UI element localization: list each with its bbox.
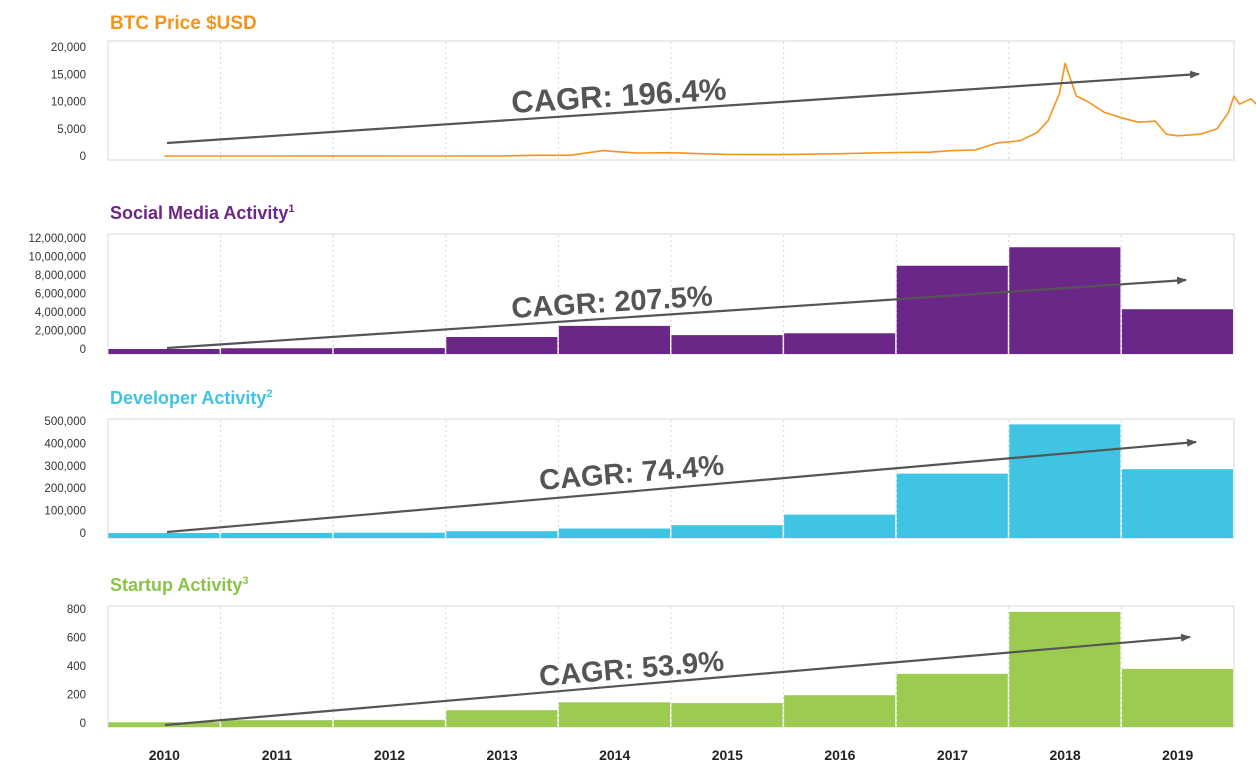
bar	[671, 703, 783, 727]
bar	[333, 348, 445, 354]
y-tick-label: 800	[67, 604, 86, 616]
y-tick-label: 10,000	[51, 97, 86, 109]
y-tick-label: 20,000	[51, 42, 86, 54]
y-tick-label: 400,000	[44, 438, 86, 450]
bar	[1009, 424, 1121, 538]
bar	[1009, 247, 1121, 354]
y-tick-label: 10,000,000	[28, 252, 86, 264]
y-tick-label: 200	[67, 690, 86, 702]
y-tick-label: 0	[80, 151, 86, 163]
bar	[558, 528, 670, 538]
x-tick-label: 2019	[1162, 747, 1193, 763]
bar	[221, 532, 333, 538]
y-tick-label: 500,000	[44, 416, 86, 428]
panel-frame	[107, 40, 1235, 161]
startup-title: Startup Activity3	[110, 575, 248, 595]
btc-price-title: BTC Price $USD	[110, 13, 257, 34]
bar	[784, 333, 896, 354]
x-tick-label: 2017	[937, 747, 968, 763]
bar	[1009, 611, 1121, 727]
trend-arrow	[164, 633, 1191, 727]
x-tick-label: 2014	[599, 747, 630, 763]
y-tick-label: 100,000	[44, 506, 86, 518]
y-tick-label: 0	[80, 344, 86, 356]
x-tick-label: 2016	[824, 747, 855, 763]
y-tick-label: 0	[80, 528, 86, 540]
y-tick-label: 5,000	[57, 124, 86, 136]
x-tick-label: 2010	[149, 747, 180, 763]
trend-arrow	[166, 70, 1200, 145]
bar	[108, 722, 220, 727]
bar	[1121, 668, 1233, 727]
bar	[108, 349, 220, 354]
bar	[1121, 309, 1233, 354]
bar	[221, 720, 333, 727]
y-tick-label: 4,000,000	[35, 307, 86, 319]
y-tick-label: 300,000	[44, 461, 86, 473]
developer-footnote: 2	[266, 388, 272, 400]
y-tick-label: 12,000,000	[28, 233, 86, 245]
bar	[108, 533, 220, 538]
x-tick-label: 2018	[1050, 747, 1081, 763]
bar	[896, 265, 1008, 354]
bar	[558, 702, 670, 727]
social-media-title-text: Social Media Activity	[110, 203, 288, 223]
y-tick-label: 2,000,000	[35, 326, 86, 338]
startup-footnote: 3	[242, 575, 248, 587]
x-tick-label: 2012	[374, 747, 405, 763]
bar	[446, 531, 558, 538]
bar	[896, 473, 1008, 538]
bar	[221, 348, 333, 354]
y-tick-label: 400	[67, 661, 86, 673]
developer-title-text: Developer Activity	[110, 388, 266, 408]
developer-title: Developer Activity2	[110, 388, 273, 408]
bar	[1121, 469, 1233, 538]
bar	[896, 673, 1008, 727]
social-media-title: Social Media Activity1	[110, 203, 295, 223]
btc-price-line	[164, 62, 1256, 157]
y-tick-label: 200,000	[44, 483, 86, 495]
startup-title-text: Startup Activity	[110, 575, 242, 595]
y-tick-label: 600	[67, 633, 86, 645]
y-tick-label: 6,000,000	[35, 289, 86, 301]
x-tick-label: 2015	[712, 747, 743, 763]
y-tick-label: 0	[80, 718, 86, 730]
x-tick-label: 2013	[487, 747, 518, 763]
y-tick-label: 15,000	[51, 69, 86, 81]
x-tick-label: 2011	[262, 747, 293, 763]
social-media-footnote: 1	[288, 203, 294, 215]
bar	[333, 532, 445, 538]
bar	[671, 525, 783, 538]
bar	[333, 719, 445, 727]
bar	[784, 514, 896, 538]
bar	[446, 710, 558, 727]
trend-arrow	[166, 438, 1197, 534]
y-tick-label: 8,000,000	[35, 270, 86, 282]
bar	[446, 336, 558, 354]
x-axis: 2010 2011 2012 2013 2014 2015 2016 2017 2018 2019	[149, 747, 1194, 763]
bar	[558, 325, 670, 354]
bar	[671, 335, 783, 354]
bar	[784, 695, 896, 727]
trend-arrow	[166, 276, 1187, 350]
